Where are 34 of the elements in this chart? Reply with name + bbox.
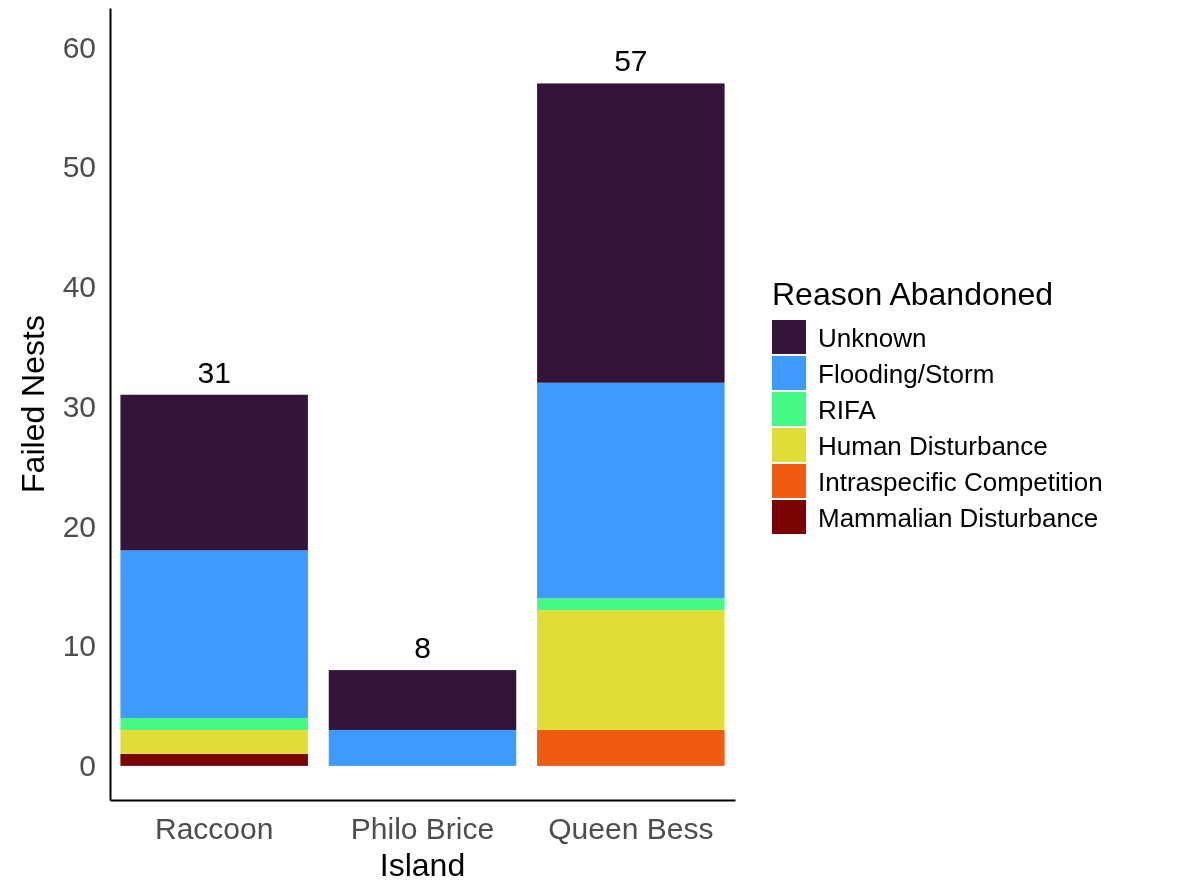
bar: [537, 729, 725, 766]
bar: [120, 729, 308, 754]
y-tick-label: 60: [62, 30, 96, 64]
y-axis-title: Failed Nests: [15, 315, 51, 493]
legend-label: Intraspecific Competition: [818, 467, 1103, 497]
y-tick-label: 50: [62, 150, 96, 184]
y-tick-label: 30: [62, 389, 96, 423]
bar: [328, 670, 517, 730]
x-axis-title: Island: [379, 847, 466, 883]
legend-label: Flooding/Storm: [818, 359, 995, 389]
total-label: 8: [414, 631, 431, 665]
total-label: 57: [614, 44, 648, 78]
bar: [120, 753, 308, 766]
bar: [537, 610, 725, 730]
legend-title: Reason Abandoned: [772, 276, 1054, 312]
x-tick-label: Philo Brice: [350, 812, 495, 845]
bar: [537, 598, 725, 611]
total-label: 31: [197, 355, 231, 389]
legend-label: Mammalian Disturbance: [818, 503, 1099, 533]
y-tick-label: 40: [62, 270, 96, 304]
bar: [328, 729, 517, 766]
bar: [120, 394, 308, 551]
legend-label: Unknown: [818, 323, 927, 353]
bar: [537, 382, 725, 599]
x-tick-label: Raccoon: [154, 812, 274, 845]
y-tick-label: 0: [79, 748, 96, 782]
legend-label: Human Disturbance: [818, 431, 1048, 461]
bar: [120, 550, 308, 718]
bar: [537, 83, 725, 383]
y-tick-label: 10: [62, 629, 96, 663]
x-tick-label: Queen Bess: [548, 812, 714, 845]
y-tick-label: 20: [62, 509, 96, 543]
legend-label: RIFA: [818, 395, 877, 425]
bar: [120, 717, 308, 730]
